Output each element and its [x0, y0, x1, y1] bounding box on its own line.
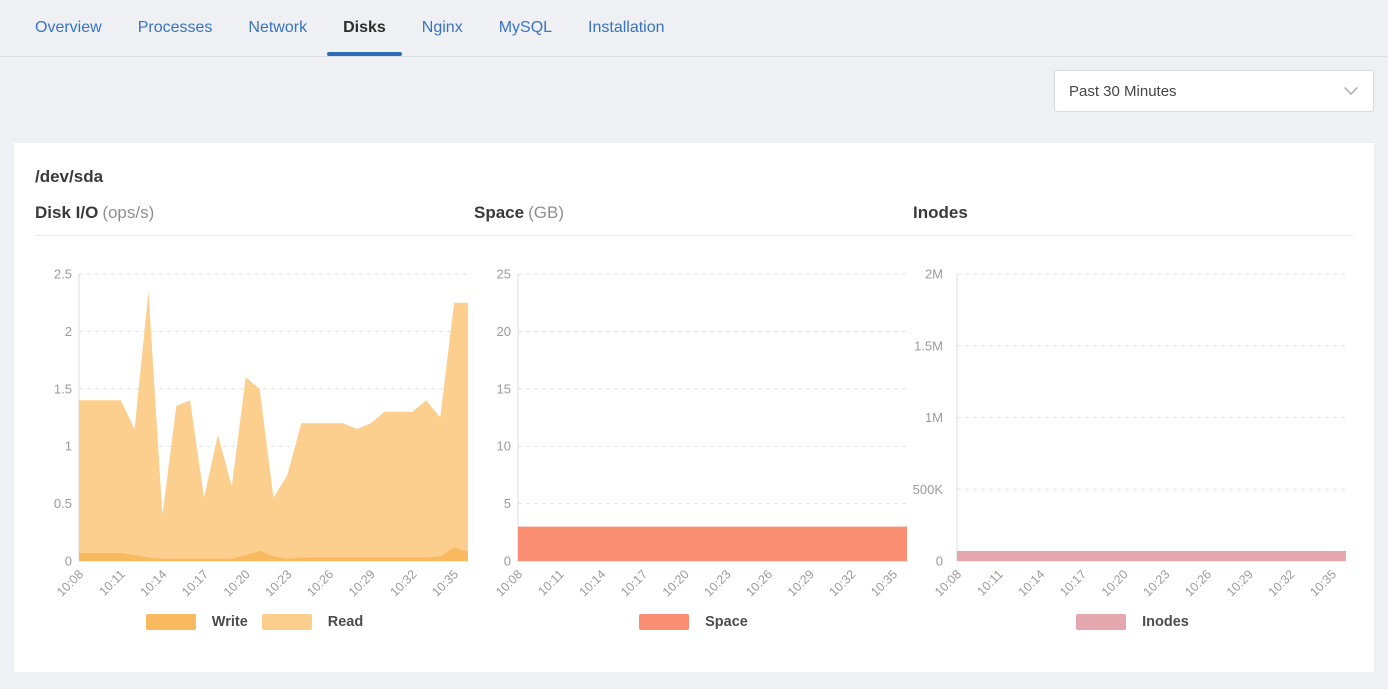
svg-text:1M: 1M [925, 410, 943, 425]
svg-text:10:11: 10:11 [96, 567, 127, 598]
svg-text:10:35: 10:35 [868, 567, 900, 599]
svg-text:25: 25 [497, 267, 511, 282]
svg-text:10:14: 10:14 [1016, 567, 1048, 599]
disk-io-chart: 0 0.5 1 1.5 2 2.5 10:08 10:11 10:14 10:17 10:20 10:… [54, 267, 468, 599]
header-row: Past 30 Minutes [0, 57, 1388, 143]
svg-text:10:29: 10:29 [785, 567, 817, 599]
tab-bar: Overview Processes Network Disks Nginx MySQL I… [0, 0, 1388, 57]
charts-row: 0 0.5 1 1.5 2 2.5 10:08 10:11 10:14 10:17 10:20 10:… [35, 252, 1353, 630]
svg-text:10:11: 10:11 [974, 567, 1005, 598]
disk-io-chart-col: 0 0.5 1 1.5 2 2.5 10:08 10:11 10:14 10:17 10:20 10:… [35, 252, 474, 630]
svg-text:10:32: 10:32 [388, 567, 420, 599]
inodes-legend: Inodes [913, 614, 1352, 630]
inodes-chart-title: Inodes [913, 203, 968, 222]
svg-text:10:11: 10:11 [535, 567, 566, 598]
svg-text:2M: 2M [925, 267, 943, 282]
chart-titles-row: Disk I/O (ops/s) Space (GB) Inodes [35, 203, 1353, 223]
svg-text:10:14: 10:14 [577, 567, 609, 599]
svg-text:0: 0 [504, 554, 511, 569]
tab-nginx[interactable]: Nginx [421, 19, 463, 36]
svg-text:10:14: 10:14 [138, 567, 170, 599]
svg-text:500K: 500K [913, 482, 943, 497]
svg-text:1.5M: 1.5M [914, 338, 943, 353]
svg-text:10:23: 10:23 [1141, 567, 1173, 599]
svg-text:10:32: 10:32 [1266, 567, 1298, 599]
svg-text:0: 0 [936, 554, 943, 569]
disk-io-chart-title: Disk I/O (ops/s) [35, 203, 155, 222]
time-range-select[interactable]: Past 30 Minutes [1054, 70, 1374, 112]
legend-item-space[interactable]: Space [639, 614, 748, 630]
svg-text:10:26: 10:26 [304, 567, 336, 599]
svg-text:10:32: 10:32 [827, 567, 859, 599]
svg-text:10:29: 10:29 [1224, 567, 1256, 599]
tab-disks[interactable]: Disks [327, 0, 402, 56]
legend-swatch-read [261, 614, 312, 630]
svg-text:20: 20 [497, 324, 511, 339]
space-chart: 0 5 10 15 20 25 10:08 10:11 10:14 10:17 10:20 10:23… [493, 267, 907, 599]
svg-text:10:26: 10:26 [743, 567, 775, 599]
svg-text:10:35: 10:35 [1307, 567, 1339, 599]
svg-text:10:23: 10:23 [702, 567, 734, 599]
disk-device-title: /dev/sda [35, 167, 104, 186]
tab-network[interactable]: Network [248, 19, 308, 36]
legend-swatch-inodes [1076, 614, 1127, 630]
legend-label: Write [211, 614, 248, 630]
svg-text:2.5: 2.5 [54, 267, 72, 282]
disk-io-legend: Write Read [35, 614, 474, 630]
svg-text:5: 5 [504, 496, 511, 511]
svg-text:0: 0 [65, 554, 72, 569]
legend-item-inodes[interactable]: Inodes [1076, 614, 1189, 630]
disk-io-unit: (ops/s) [102, 203, 155, 222]
legend-swatch-write [145, 614, 196, 630]
tab-overview[interactable]: Overview [35, 19, 102, 36]
legend-item-write[interactable]: Write [145, 614, 248, 630]
svg-text:10:17: 10:17 [1057, 567, 1089, 599]
space-unit: (GB) [528, 203, 564, 222]
svg-text:1: 1 [65, 439, 72, 454]
chevron-down-icon [1344, 87, 1358, 95]
time-range-value: Past 30 Minutes [1069, 82, 1177, 100]
space-legend: Space [474, 614, 913, 630]
legend-label: Inodes [1142, 614, 1189, 630]
svg-text:10:35: 10:35 [429, 567, 461, 599]
svg-text:10: 10 [497, 439, 511, 454]
svg-text:10:20: 10:20 [221, 567, 253, 599]
legend-label: Space [705, 614, 748, 630]
svg-text:10:17: 10:17 [179, 567, 211, 599]
svg-text:2: 2 [65, 324, 72, 339]
inodes-chart-col: 0 500K 1M 1.5M 2M 10:08 10:11 10:14 10:17 10:20 10… [913, 252, 1352, 630]
legend-item-read[interactable]: Read [261, 614, 364, 630]
svg-text:10:08: 10:08 [54, 567, 86, 599]
svg-text:15: 15 [497, 381, 511, 396]
svg-text:10:26: 10:26 [1182, 567, 1214, 599]
space-chart-col: 0 5 10 15 20 25 10:08 10:11 10:14 10:17 10:20 10:23… [474, 252, 913, 630]
svg-text:10:20: 10:20 [1099, 567, 1131, 599]
disk-panel: /dev/sda Disk I/O (ops/s) Space (GB) Inode… [14, 143, 1374, 672]
tab-mysql[interactable]: MySQL [498, 19, 553, 36]
svg-text:10:08: 10:08 [932, 567, 964, 599]
tab-processes[interactable]: Processes [137, 19, 213, 36]
svg-text:10:20: 10:20 [660, 567, 692, 599]
legend-swatch-space [639, 614, 690, 630]
svg-text:10:29: 10:29 [346, 567, 378, 599]
space-chart-title: Space (GB) [474, 203, 564, 222]
inodes-chart: 0 500K 1M 1.5M 2M 10:08 10:11 10:14 10:17 10:20 10… [913, 267, 1346, 599]
svg-text:1.5: 1.5 [54, 381, 72, 396]
svg-text:10:17: 10:17 [618, 567, 650, 599]
svg-text:10:23: 10:23 [263, 567, 295, 599]
titles-divider [35, 235, 1353, 236]
tab-installation[interactable]: Installation [588, 19, 665, 36]
legend-label: Read [327, 614, 364, 630]
svg-text:10:08: 10:08 [493, 567, 525, 599]
svg-text:0.5: 0.5 [54, 496, 72, 511]
